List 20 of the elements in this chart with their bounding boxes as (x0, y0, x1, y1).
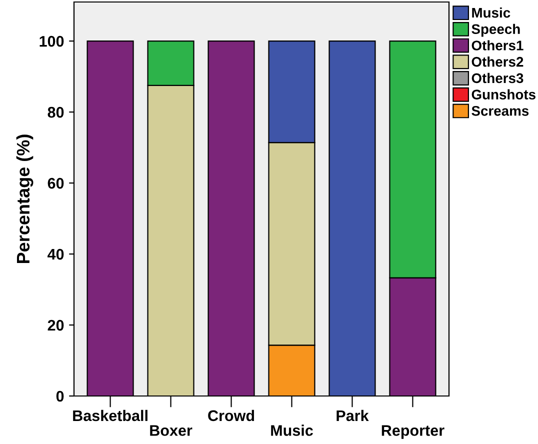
y-tick-label: 60 (48, 178, 64, 189)
legend-label: Others3 (472, 72, 524, 84)
x-tick-label: Basketball (73, 410, 148, 422)
x-tick-label: Boxer (150, 425, 192, 436)
x-tick-label: Park (336, 410, 369, 422)
x-tick-label: Music (271, 424, 313, 436)
y-tick-label: 20 (48, 320, 64, 331)
legend-label: Speech (472, 24, 520, 37)
y-tick-label: 0 (56, 390, 64, 402)
legend-label: Gunshots (472, 89, 536, 100)
legend-label: Others1 (472, 40, 524, 50)
x-tick-label: Crowd (208, 410, 254, 422)
x-tick-label: Reporter (382, 425, 444, 439)
y-tick-label: 100 (40, 36, 64, 47)
legend-label: Music (472, 7, 510, 18)
legend-label: Others2 (472, 56, 524, 67)
y-axis-title: Percentage (%) (16, 134, 34, 264)
legend-label: Screams (472, 106, 529, 116)
y-tick-label: 40 (48, 248, 64, 260)
y-tick-label: 80 (48, 106, 64, 118)
